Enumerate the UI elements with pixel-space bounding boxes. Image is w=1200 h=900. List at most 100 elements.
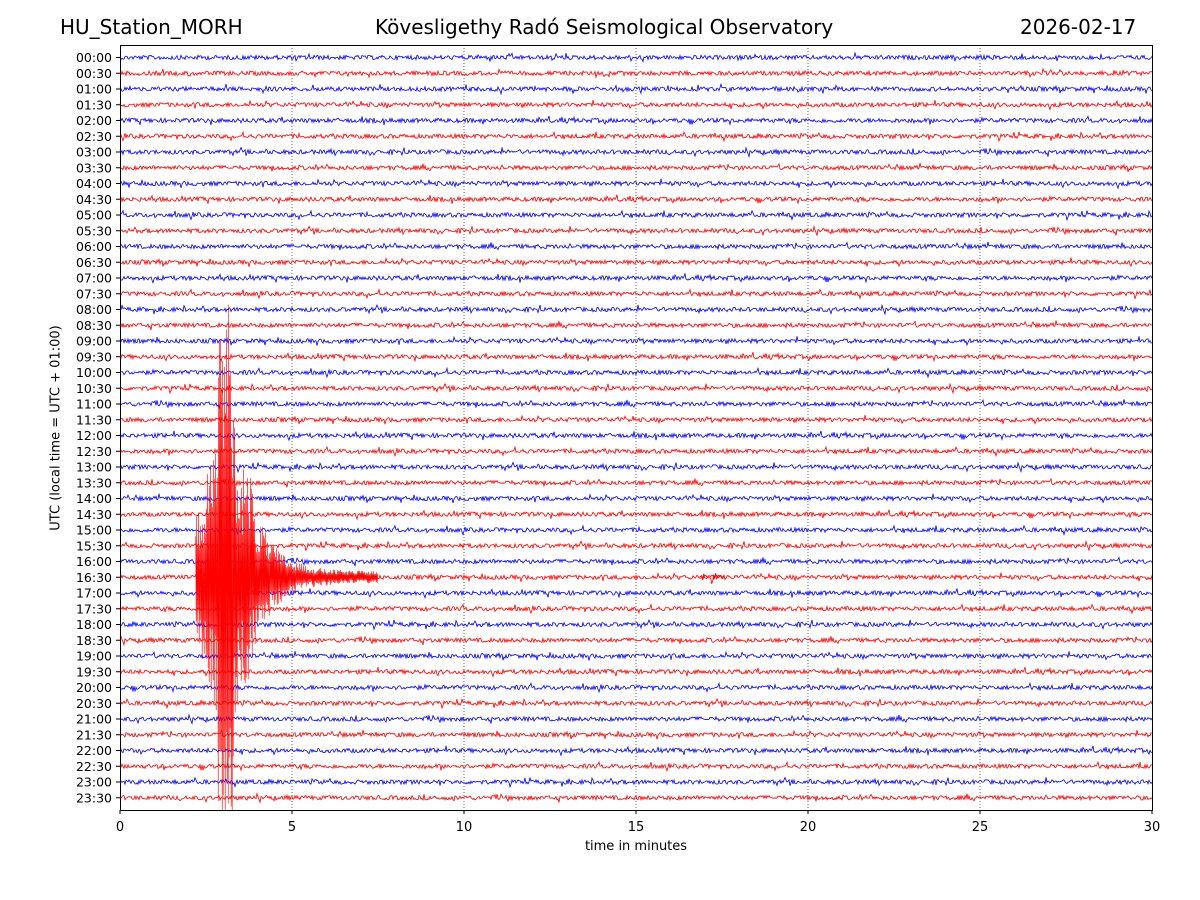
y-tick-label-2100: 21:00 <box>76 712 112 727</box>
y-tick-label-1330: 13:30 <box>76 475 112 490</box>
y-tick-label-2030: 20:30 <box>76 696 112 711</box>
y-tick-label-1600: 16:00 <box>76 554 112 569</box>
trace-row-0200 <box>119 115 1153 127</box>
y-tick-label-1100: 11:00 <box>76 397 112 412</box>
y-tick-label-0930: 09:30 <box>76 349 112 364</box>
trace-row-0500 <box>119 209 1153 222</box>
y-tick-label-1800: 18:00 <box>76 617 112 632</box>
y-tick-label-1500: 15:00 <box>76 523 112 538</box>
y-tick-label-1000: 10:00 <box>76 365 112 380</box>
trace-row-1100 <box>119 398 1153 409</box>
trace-row-0230 <box>119 130 1153 143</box>
trace-row-2030 <box>119 697 1153 710</box>
y-tick-label-1400: 14:00 <box>76 491 112 506</box>
y-tick-label-0700: 07:00 <box>76 271 112 286</box>
trace-row-0430 <box>119 194 1153 205</box>
trace-row-1000 <box>119 366 1153 379</box>
event-secondary-burst <box>699 573 725 584</box>
y-axis-ticks: 00:0000:3001:0001:3002:0002:3003:0003:30… <box>76 50 120 805</box>
y-tick-label-1900: 19:00 <box>76 649 112 664</box>
y-tick-label-0730: 07:30 <box>76 286 112 301</box>
y-tick-label-0530: 05:30 <box>76 223 112 238</box>
x-tick-label-30: 30 <box>1144 820 1161 835</box>
y-tick-label-1230: 12:30 <box>76 444 112 459</box>
y-tick-label-0900: 09:00 <box>76 334 112 349</box>
y-tick-label-2230: 22:30 <box>76 759 112 774</box>
x-tick-label-10: 10 <box>456 820 473 835</box>
y-tick-label-0600: 06:00 <box>76 239 112 254</box>
y-tick-label-1630: 16:30 <box>76 570 112 585</box>
y-tick-label-2300: 23:00 <box>76 775 112 790</box>
y-tick-label-2000: 20:00 <box>76 680 112 695</box>
y-tick-label-2200: 22:00 <box>76 743 112 758</box>
trace-row-1800 <box>119 618 1153 631</box>
y-tick-label-0330: 03:30 <box>76 160 112 175</box>
trace-row-1500 <box>119 524 1153 536</box>
y-tick-label-1730: 17:30 <box>76 601 112 616</box>
observatory-title: Kövesligethy Radó Seismological Observat… <box>375 15 834 39</box>
trace-row-0930 <box>119 351 1153 363</box>
station-name: HU_Station_MORH <box>60 15 243 39</box>
trace-row-0900 <box>119 335 1153 347</box>
trace-row-1300 <box>119 461 1153 474</box>
trace-row-0600 <box>119 241 1153 251</box>
trace-row-1130 <box>119 414 1153 425</box>
trace-row-1700 <box>119 588 1153 599</box>
x-axis-label: time in minutes <box>585 839 687 854</box>
y-tick-label-1930: 19:30 <box>76 664 112 679</box>
trace-row-2230 <box>119 760 1153 772</box>
trace-row-0730 <box>119 288 1153 300</box>
seismogram-traces <box>119 51 1153 804</box>
plot-frame <box>120 45 1153 811</box>
earthquake-event-trace <box>195 304 725 811</box>
trace-row-0300 <box>119 146 1153 159</box>
trace-row-1430 <box>119 509 1153 521</box>
trace-row-0700 <box>119 273 1153 284</box>
trace-row-0000 <box>119 51 1153 63</box>
trace-row-1730 <box>119 603 1153 615</box>
trace-row-1900 <box>119 650 1153 661</box>
y-tick-label-1700: 17:00 <box>76 586 112 601</box>
trace-row-0400 <box>119 178 1153 190</box>
trace-row-1930 <box>119 666 1153 678</box>
trace-row-0100 <box>119 82 1153 96</box>
trace-row-0130 <box>119 99 1153 111</box>
trace-row-2130 <box>119 729 1153 740</box>
trace-row-0800 <box>119 303 1153 316</box>
y-tick-label-1130: 11:30 <box>76 412 112 427</box>
trace-row-1830 <box>119 634 1153 647</box>
trace-row-0530 <box>119 225 1153 237</box>
y-tick-label-0500: 05:00 <box>76 208 112 223</box>
y-axis-label: UTC (local time = UTC + 01:00) <box>49 325 64 531</box>
y-tick-label-0830: 08:30 <box>76 318 112 333</box>
y-tick-label-0100: 01:00 <box>76 82 112 97</box>
x-tick-label-15: 15 <box>628 820 645 835</box>
y-tick-label-0800: 08:00 <box>76 302 112 317</box>
trace-row-2200 <box>119 745 1153 757</box>
trace-row-1030 <box>119 382 1153 395</box>
trace-row-1600 <box>119 556 1153 567</box>
x-tick-label-5: 5 <box>288 820 296 835</box>
y-tick-label-0000: 00:00 <box>76 50 112 65</box>
trace-row-2000 <box>119 681 1153 694</box>
grid-lines <box>291 45 981 810</box>
y-tick-label-1430: 14:30 <box>76 507 112 522</box>
trace-row-1230 <box>119 445 1153 458</box>
y-tick-label-0130: 01:30 <box>76 97 112 112</box>
y-tick-label-1300: 13:00 <box>76 460 112 475</box>
trace-row-0830 <box>119 320 1153 331</box>
y-tick-label-1830: 18:30 <box>76 633 112 648</box>
trace-row-2330 <box>119 792 1153 804</box>
y-tick-label-0030: 00:30 <box>76 66 112 81</box>
trace-row-1200 <box>119 430 1153 442</box>
trace-row-0030 <box>119 67 1153 79</box>
x-axis-ticks: 0 5 10 15 20 25 30 <box>116 810 1160 835</box>
y-tick-label-0430: 04:30 <box>76 192 112 207</box>
y-tick-label-2130: 21:30 <box>76 727 112 742</box>
y-tick-label-0200: 02:00 <box>76 113 112 128</box>
plot-date: 2026-02-17 <box>1020 15 1137 39</box>
y-tick-label-0230: 02:30 <box>76 129 112 144</box>
trace-row-2100 <box>119 713 1153 726</box>
y-tick-label-1530: 15:30 <box>76 538 112 553</box>
